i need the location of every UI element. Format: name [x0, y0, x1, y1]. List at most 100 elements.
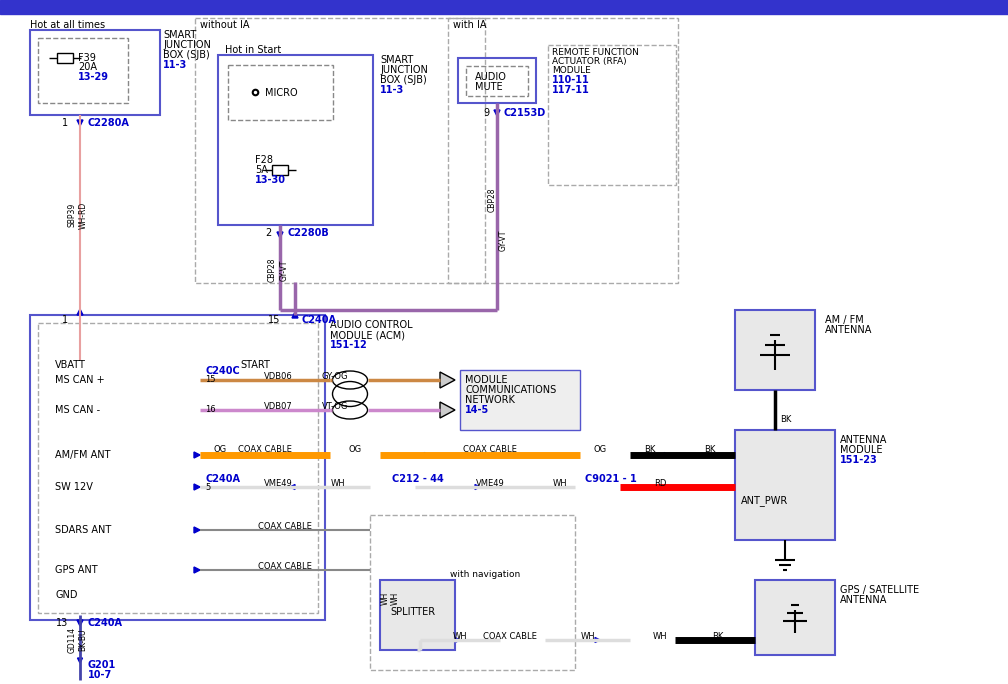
- Text: OG: OG: [349, 445, 362, 454]
- Text: 13-30: 13-30: [255, 175, 286, 185]
- Polygon shape: [78, 658, 83, 663]
- Polygon shape: [194, 527, 200, 533]
- Text: MS CAN +: MS CAN +: [55, 375, 105, 385]
- Polygon shape: [440, 402, 455, 418]
- Bar: [38, 38, 128, 103]
- Text: ANTENNA: ANTENNA: [840, 595, 887, 605]
- Text: SMART: SMART: [163, 30, 197, 40]
- Text: START: START: [240, 360, 270, 370]
- Text: MODULE (ACM): MODULE (ACM): [330, 330, 405, 340]
- Text: C2280B: C2280B: [288, 228, 330, 238]
- Text: NETWORK: NETWORK: [465, 395, 515, 405]
- Text: C9021 - 1: C9021 - 1: [585, 474, 637, 484]
- Text: WH: WH: [331, 479, 346, 488]
- Bar: [548, 45, 676, 185]
- Text: C240C: C240C: [205, 366, 240, 376]
- Text: with IA: with IA: [453, 20, 487, 30]
- Text: OG: OG: [214, 445, 227, 454]
- Text: SPLITTER: SPLITTER: [390, 607, 435, 617]
- Bar: [228, 65, 333, 120]
- Text: COAX CABLE: COAX CABLE: [238, 445, 292, 454]
- Polygon shape: [77, 309, 83, 315]
- Text: ANT_PWR: ANT_PWR: [741, 495, 788, 506]
- Text: 9: 9: [484, 108, 490, 118]
- Text: RD: RD: [654, 479, 666, 488]
- Polygon shape: [290, 484, 295, 490]
- Text: without IA: without IA: [200, 20, 250, 30]
- Text: WH: WH: [380, 592, 389, 605]
- Text: VBATT: VBATT: [55, 360, 86, 370]
- Text: ANTENNA: ANTENNA: [840, 435, 887, 445]
- Text: VME49: VME49: [264, 479, 292, 488]
- Text: BK: BK: [705, 445, 716, 454]
- Text: C240A: C240A: [302, 315, 337, 325]
- Text: 11-3: 11-3: [163, 60, 187, 70]
- Polygon shape: [77, 120, 83, 126]
- Polygon shape: [595, 637, 600, 642]
- Text: GND: GND: [55, 590, 78, 600]
- Text: 151-12: 151-12: [330, 340, 368, 350]
- Text: JUNCTION: JUNCTION: [163, 40, 211, 50]
- Text: GY-OG: GY-OG: [322, 372, 348, 381]
- Polygon shape: [715, 637, 720, 642]
- Text: SDARS ANT: SDARS ANT: [55, 525, 111, 535]
- Text: COAX CABLE: COAX CABLE: [258, 562, 311, 571]
- Text: SBP39: SBP39: [68, 203, 77, 227]
- Text: VME49: VME49: [476, 479, 504, 488]
- Bar: [218, 55, 373, 225]
- Text: 14-5: 14-5: [465, 405, 489, 415]
- Text: G201: G201: [88, 660, 116, 670]
- Text: F39: F39: [78, 53, 96, 63]
- Text: with navigation: with navigation: [450, 570, 520, 579]
- Text: WH-RD: WH-RD: [79, 201, 88, 228]
- Text: BK: BK: [644, 445, 655, 454]
- Text: 151-23: 151-23: [840, 455, 878, 465]
- Text: MODULE: MODULE: [552, 66, 591, 75]
- Text: 110-11: 110-11: [552, 75, 590, 85]
- Polygon shape: [440, 372, 455, 388]
- Text: 1: 1: [61, 315, 68, 325]
- Text: 13: 13: [55, 618, 68, 628]
- Text: BK: BK: [780, 415, 791, 424]
- Text: 15: 15: [268, 315, 280, 325]
- Text: GD114: GD114: [68, 627, 77, 653]
- Text: MODULE: MODULE: [840, 445, 882, 455]
- Polygon shape: [194, 484, 200, 490]
- Bar: [380, 580, 455, 650]
- Text: 1: 1: [61, 118, 68, 128]
- Text: AM/FM ANT: AM/FM ANT: [55, 450, 111, 460]
- Polygon shape: [494, 110, 500, 116]
- Text: C212 - 44: C212 - 44: [392, 474, 444, 484]
- Bar: [30, 315, 325, 620]
- Bar: [0, 0, 1008, 14]
- Polygon shape: [277, 232, 283, 238]
- Bar: [57, 53, 73, 63]
- Bar: [466, 66, 528, 96]
- Text: Hot in Start: Hot in Start: [225, 45, 281, 55]
- Text: Hot at all times: Hot at all times: [30, 20, 105, 30]
- Text: MUTE: MUTE: [475, 82, 503, 92]
- Text: BK: BK: [713, 632, 724, 641]
- Text: WH: WH: [581, 632, 596, 641]
- Text: GPS / SATELLITE: GPS / SATELLITE: [840, 585, 919, 595]
- Bar: [195, 18, 485, 283]
- Text: ANTENNA: ANTENNA: [825, 325, 872, 335]
- Bar: [38, 323, 318, 613]
- Polygon shape: [194, 452, 200, 458]
- Text: WH: WH: [552, 479, 568, 488]
- Text: SMART: SMART: [380, 55, 413, 65]
- Text: COAX CABLE: COAX CABLE: [483, 632, 537, 641]
- Bar: [458, 58, 536, 103]
- Text: ACTUATOR (RFA): ACTUATOR (RFA): [552, 57, 627, 66]
- Text: VDB07: VDB07: [264, 402, 292, 411]
- Polygon shape: [475, 484, 480, 490]
- Polygon shape: [660, 453, 665, 458]
- Text: COMMUNICATIONS: COMMUNICATIONS: [465, 385, 556, 395]
- Text: 2: 2: [266, 228, 272, 238]
- Text: AUDIO: AUDIO: [475, 72, 507, 82]
- Text: C2280A: C2280A: [88, 118, 130, 128]
- Polygon shape: [455, 637, 460, 642]
- Polygon shape: [635, 484, 640, 490]
- Text: COAX CABLE: COAX CABLE: [463, 445, 517, 454]
- Text: CBP28: CBP28: [267, 258, 276, 282]
